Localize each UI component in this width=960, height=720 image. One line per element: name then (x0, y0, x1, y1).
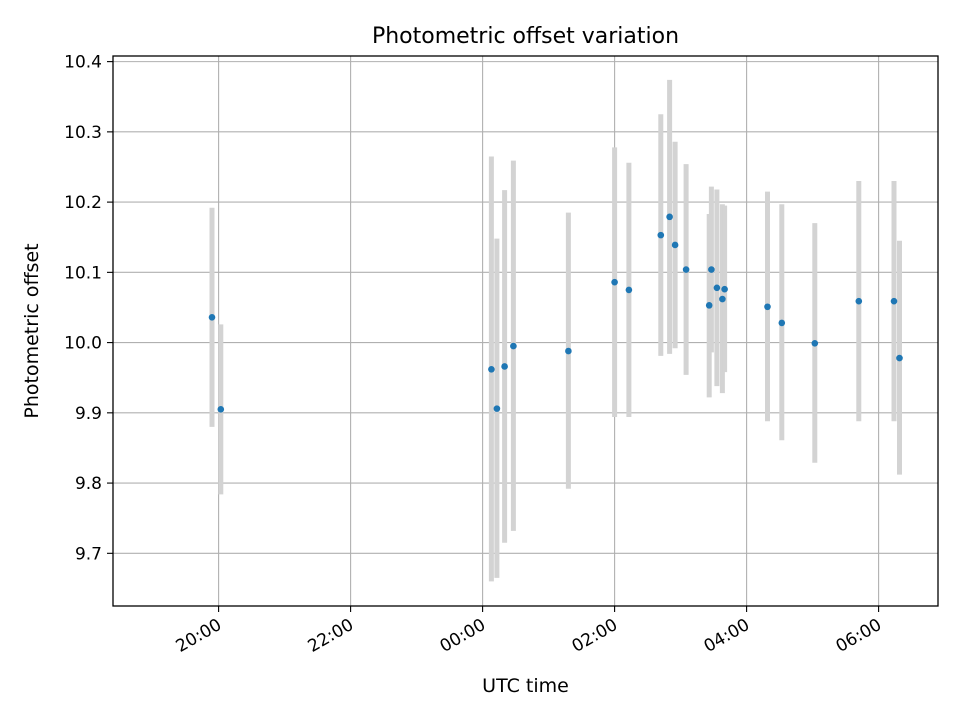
data-point (764, 303, 771, 311)
data-point (208, 314, 216, 321)
chart-title: Photometric offset variation (372, 24, 679, 49)
plot-frame (112, 55, 939, 607)
y-axis-label: Photometric offset (21, 243, 43, 418)
y-tick-label: 10.0 (64, 334, 102, 354)
y-tick-label: 9.7 (75, 544, 102, 564)
y-tick-label: 10.1 (64, 263, 102, 283)
data-point (671, 241, 679, 249)
x-axis-label: UTC time (482, 675, 569, 697)
y-tick-label: 10.3 (64, 123, 102, 143)
data-point (510, 342, 517, 350)
data-point (501, 363, 508, 370)
data-point (855, 297, 863, 305)
data-point (682, 266, 690, 273)
data-point (493, 405, 501, 412)
data-point (565, 347, 572, 355)
y-axis-ticks: 9.7 9.8 9.9 10.0 10.1 10.2 10.3 10.4 (64, 53, 113, 564)
data-point (811, 339, 819, 347)
data-point (890, 297, 898, 305)
data-point (719, 295, 726, 303)
y-tick-label: 9.9 (75, 404, 102, 424)
data-point (778, 319, 786, 327)
y-tick-label: 9.8 (75, 474, 102, 494)
data-point (896, 354, 903, 362)
data-point (721, 285, 728, 293)
data-point (705, 302, 713, 309)
data-point (666, 213, 673, 221)
point-layer (208, 213, 903, 413)
data-point (611, 278, 618, 286)
data-point (217, 406, 225, 413)
data-point (625, 286, 633, 294)
data-point (488, 365, 495, 373)
data-point (713, 284, 721, 292)
data-point (657, 231, 665, 239)
grid-layer (113, 56, 938, 606)
data-point (708, 266, 715, 273)
y-tick-label: 10.2 (64, 193, 102, 213)
y-tick-label: 10.4 (64, 53, 102, 73)
